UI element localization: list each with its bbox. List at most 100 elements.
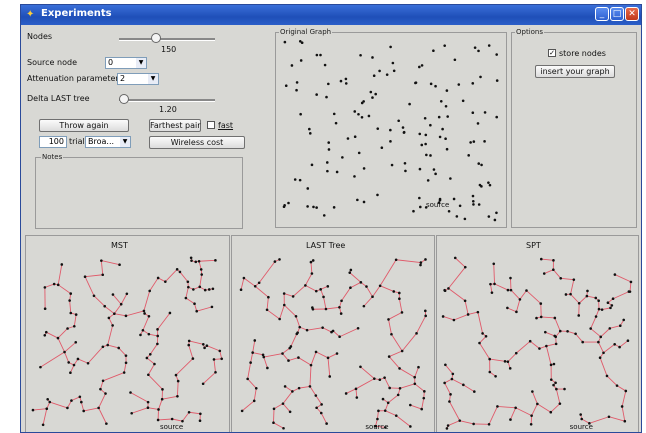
graph-node [145,356,149,360]
tree-edge [142,316,150,331]
minimize-button[interactable]: _ [595,7,609,21]
tree-edge [541,316,555,319]
insert-graph-button[interactable]: insert your graph [535,65,615,78]
chevron-down-icon[interactable]: ▼ [120,137,130,147]
graph-node [272,421,275,425]
tree-edge [603,343,615,354]
tree-edge [57,284,71,294]
tree-edge [284,293,294,297]
last-tree-canvas[interactable]: source [232,251,434,433]
graph-node [282,303,286,307]
mst-canvas[interactable]: source [26,251,229,433]
tree-edge [320,412,328,424]
spt-canvas[interactable]: source [437,251,638,433]
graph-node [585,294,589,298]
tree-edge [147,407,159,410]
delta-slider-thumb[interactable] [119,94,129,104]
graph-node [125,292,129,296]
nodes-value: 150 [161,45,177,54]
close-button[interactable]: ✕ [625,7,639,21]
broadcast-select[interactable]: Broa... ▼ [85,136,131,148]
graph-node [429,154,432,157]
graph-node [506,288,510,292]
tree-edge [459,420,474,425]
graph-node [175,268,179,271]
attenuation-value: 2 [120,74,126,83]
graph-node [315,93,318,96]
graph-node [122,371,126,374]
graph-node [322,295,325,299]
graph-node [539,302,543,305]
graph-node [187,285,190,289]
graph-node [156,328,159,331]
graph-node [349,268,353,272]
graph-node [467,154,470,157]
fast-checkbox[interactable] [207,121,215,129]
tree-edge [376,410,379,420]
options-title: Options [515,28,545,36]
graph-node [390,332,393,336]
graph-node [401,126,405,129]
store-nodes-checkbox[interactable]: ✓ [548,49,556,57]
graph-node [493,218,497,222]
graph-node [509,276,512,280]
chevron-down-icon[interactable]: ▼ [136,58,146,68]
source-node-select[interactable]: 0 ▼ [105,57,147,69]
graph-node [574,332,577,336]
mst-title: MST [111,241,128,250]
attenuation-select[interactable]: 2 ▼ [117,73,159,85]
tree-edge [341,287,351,301]
tree-edge [263,353,283,358]
graph-node [419,261,423,264]
graph-node [330,330,333,334]
graph-node [476,122,480,125]
graph-node [43,333,47,337]
graph-node [146,400,150,404]
source-label: source [426,201,449,209]
graph-node [425,153,428,157]
graph-node [383,409,387,412]
delta-slider[interactable] [119,99,215,102]
graph-node [349,286,352,290]
graph-node [447,287,450,290]
graph-node [446,424,450,427]
broadcast-value: Broa... [88,137,115,146]
graph-node [566,330,569,333]
graph-node [187,339,191,343]
graph-node [589,327,592,330]
throw-again-button[interactable]: Throw again [39,119,129,132]
tree-edge [309,386,317,396]
tree-edge [493,263,495,284]
chevron-down-icon[interactable]: ▼ [148,74,158,84]
maximize-button[interactable]: □ [610,7,624,21]
graph-node [559,276,563,280]
tree-edge [148,333,158,337]
graph-node [72,363,76,367]
graph-node [56,336,60,340]
title-bar[interactable]: ✦ Experiments _ □ ✕ [21,5,641,25]
tree-edge [375,425,386,428]
tree-edge [243,277,256,287]
graph-node [610,304,614,307]
graph-node [495,79,499,82]
trials-input[interactable]: 100 [39,136,67,148]
tree-edge [46,331,59,339]
graph-node [199,268,203,271]
graph-node [458,419,462,422]
wireless-cost-button[interactable]: Wireless cost [149,136,245,149]
farthest-pair-button[interactable]: Farthest pair [149,119,201,132]
graph-node [130,411,133,415]
graph-node [397,119,400,123]
nodes-slider-thumb[interactable] [151,33,161,43]
tree-edge [123,362,127,373]
graph-node [262,355,266,359]
tree-edge [608,416,625,422]
tree-edge [468,311,478,315]
tree-edge [490,284,493,293]
graph-node [309,363,313,367]
tree-edge [240,277,245,290]
graph-node [190,259,193,262]
original-graph-canvas[interactable]: source [276,35,506,227]
nodes-slider[interactable] [119,38,215,41]
notes-panel[interactable] [35,157,243,229]
